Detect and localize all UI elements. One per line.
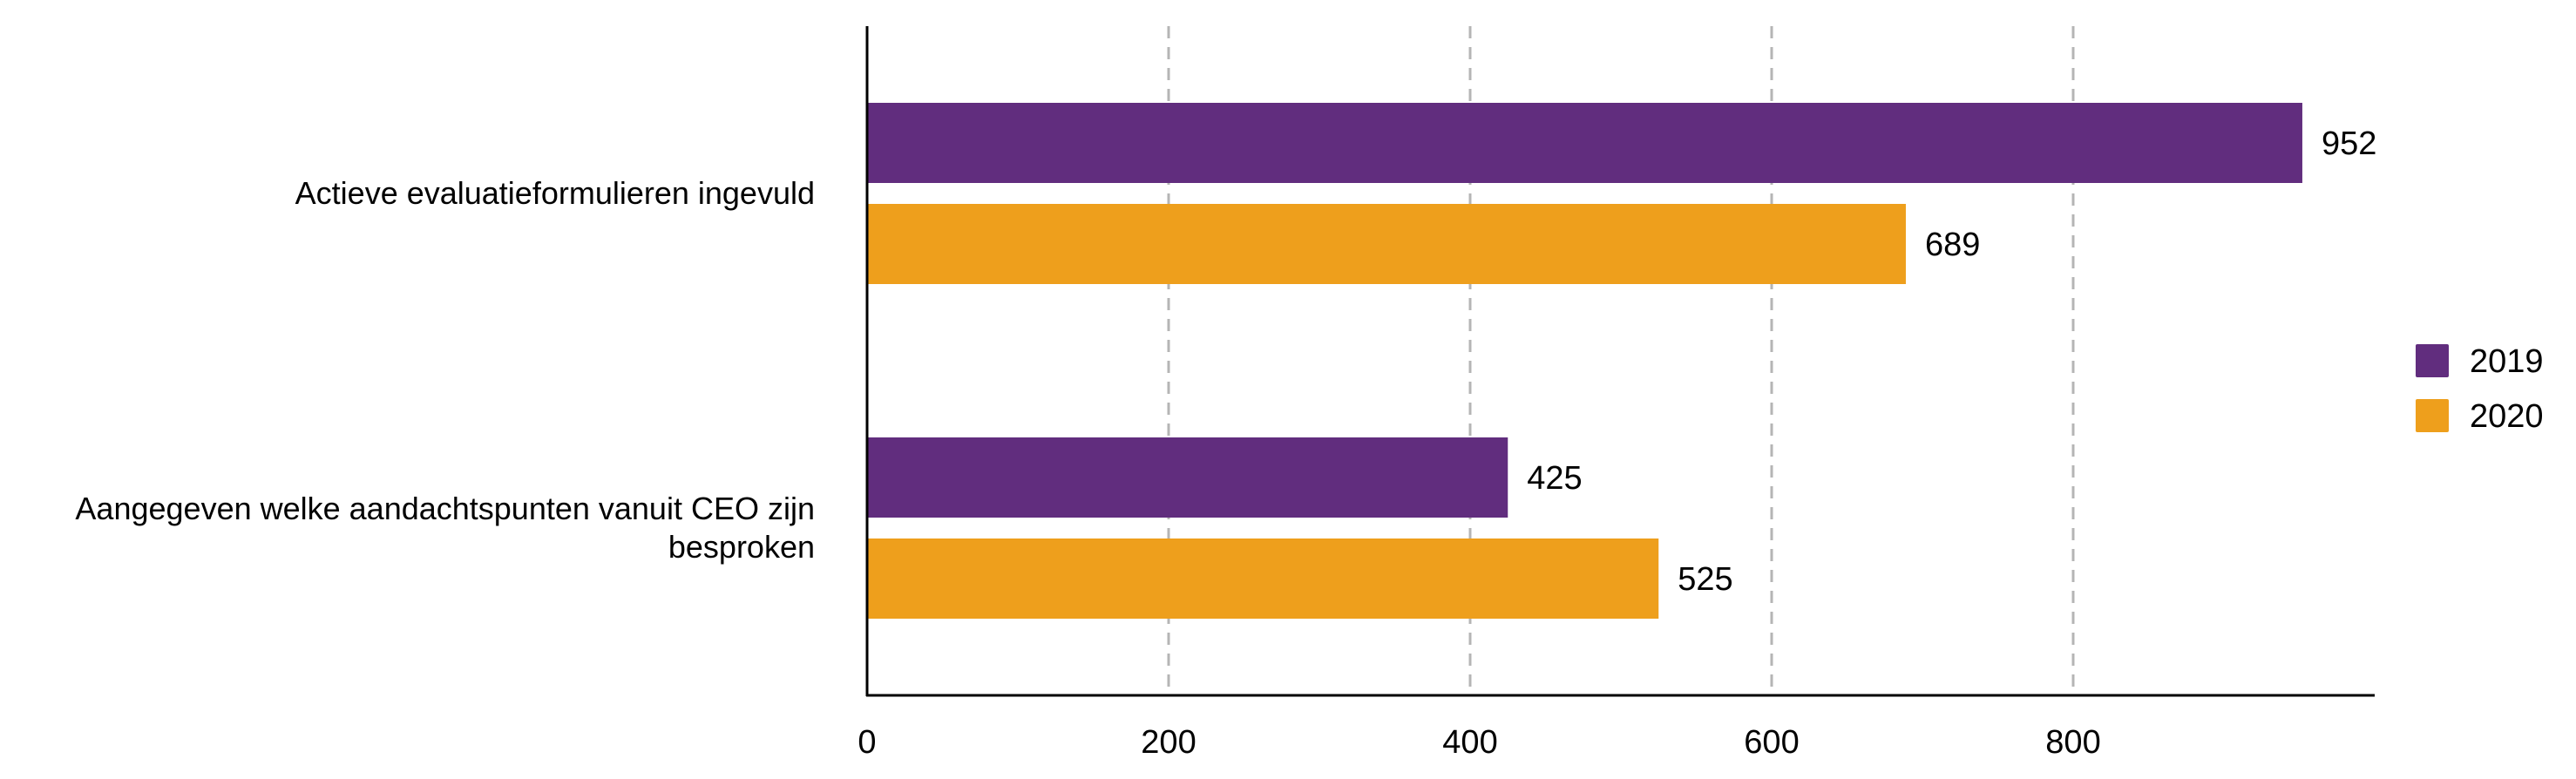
bars: [867, 103, 2302, 619]
x-tick-label-200: 200: [1141, 724, 1196, 761]
legend-label-2019: 2019: [2470, 343, 2544, 380]
data-label-2020-cat-1: 525: [1678, 561, 1732, 598]
category-label-1-line-1: besproken: [668, 529, 815, 565]
data-label-2019-cat-1: 425: [1527, 460, 1582, 497]
bar-2020-cat-0: [867, 204, 1906, 284]
x-tick-label-400: 400: [1442, 724, 1497, 761]
x-tick-label-800: 800: [2045, 724, 2100, 761]
legend-swatch-2019: [2416, 344, 2449, 377]
data-label-2020-cat-0: 689: [1925, 227, 1980, 263]
axes: [865, 26, 2375, 697]
legend-label-2020: 2020: [2470, 398, 2544, 435]
x-tick-label-0: 0: [858, 724, 876, 761]
bar-2020-cat-1: [867, 539, 1659, 619]
legend-swatch-2020: [2416, 399, 2449, 432]
bar-2019-cat-0: [867, 103, 2302, 183]
legend: 2019 2020: [2416, 343, 2544, 435]
labels: 0 200 400 600 800 Actieve evaluatieformuliere…: [75, 125, 2376, 761]
bar-2019-cat-1: [867, 437, 1508, 518]
x-tick-label-600: 600: [1744, 724, 1799, 761]
category-label-0-line-0: Actieve evaluatieformulieren ingevuld: [295, 175, 815, 211]
data-label-2019-cat-0: 952: [2322, 125, 2376, 162]
category-label-1-line-0: Aangegeven welke aandachtspunten vanuit …: [75, 491, 815, 526]
